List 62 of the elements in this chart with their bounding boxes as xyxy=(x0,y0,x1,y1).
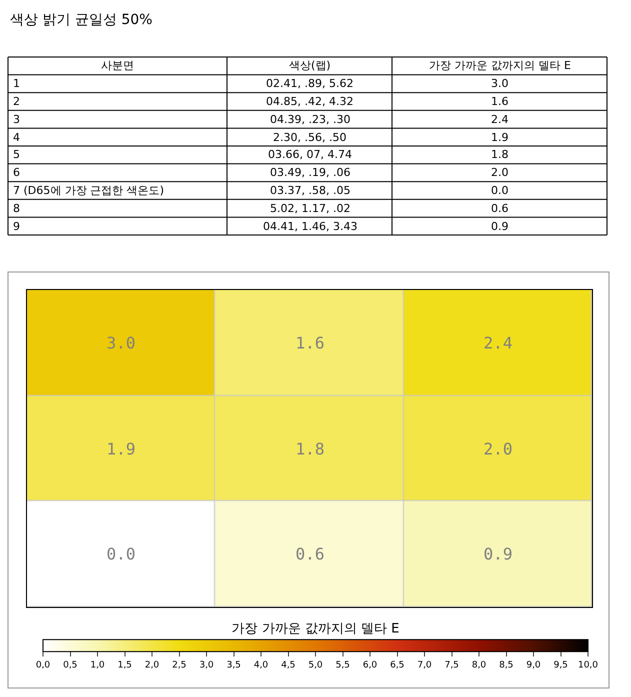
color-bar-label: 8,0 xyxy=(472,660,486,670)
text: 1 xyxy=(13,77,20,90)
text: 04.85, .42, 4.32 xyxy=(266,95,354,108)
text: 7 (D65에 가장 근접한 색온도) xyxy=(13,184,164,197)
text: 3 xyxy=(13,113,20,126)
color-bar-label: 0,0 xyxy=(36,660,50,670)
color-bar-label: 5,5 xyxy=(336,660,350,670)
text: 색상(랩) xyxy=(289,59,331,72)
color-bar-label: 2,0 xyxy=(144,660,160,670)
text: 6 xyxy=(13,166,20,179)
color-bar-title: 가장 가까운 값까지의 델타 E xyxy=(232,622,400,637)
text: 03.37, .58, .05 xyxy=(270,184,350,197)
data-label: 2.4 xyxy=(484,334,512,353)
color-bar-label: 7,5 xyxy=(444,660,459,670)
color-bar-label: 0,5 xyxy=(63,660,78,670)
text: 8 xyxy=(13,202,20,215)
text: 02.41, .89, 5.62 xyxy=(266,77,354,90)
color-bar-label: 5,0 xyxy=(308,660,323,670)
color-bar-label: 9,0 xyxy=(526,660,541,670)
color-bar-label: 1,5 xyxy=(118,660,132,670)
text: 1.6 xyxy=(491,95,508,108)
data-label: 0.6 xyxy=(296,544,324,564)
text: 가장 가까운 값까지의 델타 E xyxy=(429,59,571,72)
text: 3.0 xyxy=(491,77,508,90)
data-label: 1.8 xyxy=(296,440,324,459)
text: 04.41, 1.46, 3.43 xyxy=(263,220,358,233)
text: 1.8 xyxy=(491,148,508,161)
text: 2.30, .56, .50 xyxy=(273,131,346,144)
color-bar-label: 3,0 xyxy=(199,660,214,670)
text: 1.9 xyxy=(491,131,508,144)
text: 04.39, .23, .30 xyxy=(270,113,350,126)
data-label: 3.0 xyxy=(106,334,136,353)
color-bar-label: 1,0 xyxy=(90,660,105,670)
text: 03.49, .19, .06 xyxy=(270,166,350,179)
data-label: 0.0 xyxy=(106,544,136,564)
color-bar-label: 6,5 xyxy=(390,660,404,670)
text: 9 xyxy=(13,220,20,233)
text: 03.66, 07, 4.74 xyxy=(268,148,352,161)
text: 색상 밝기 균일성 50% xyxy=(10,12,152,28)
text: 0.9 xyxy=(491,220,508,233)
text: 4 xyxy=(13,131,20,144)
color-bar-label: 9,5 xyxy=(554,660,568,670)
data-label: 1.9 xyxy=(106,440,136,459)
color-bar-label: 6,0 xyxy=(362,660,378,670)
data-label: 1.6 xyxy=(296,334,324,353)
text: 0.0 xyxy=(491,184,508,197)
color-bar-label: 4,5 xyxy=(281,660,296,670)
text: 2.0 xyxy=(491,166,508,179)
text: 5.02, 1.17, .02 xyxy=(270,202,350,215)
color-bar-label: 2,5 xyxy=(172,660,186,670)
data-label: 2.0 xyxy=(484,440,512,459)
text: 0.6 xyxy=(491,202,508,215)
color-bar-label: 8,5 xyxy=(499,660,514,670)
text: 2 xyxy=(13,95,20,108)
color-bar-label: 4,0 xyxy=(254,660,268,670)
text: 2.4 xyxy=(491,113,508,126)
data-label: 0.9 xyxy=(484,544,512,564)
color-bar-label: 3,5 xyxy=(226,660,241,670)
text: 사분면 xyxy=(101,59,134,72)
color-bar-label: 10,0 xyxy=(578,660,598,670)
text: 5 xyxy=(13,148,20,161)
color-bar-label: 7,0 xyxy=(417,660,432,670)
